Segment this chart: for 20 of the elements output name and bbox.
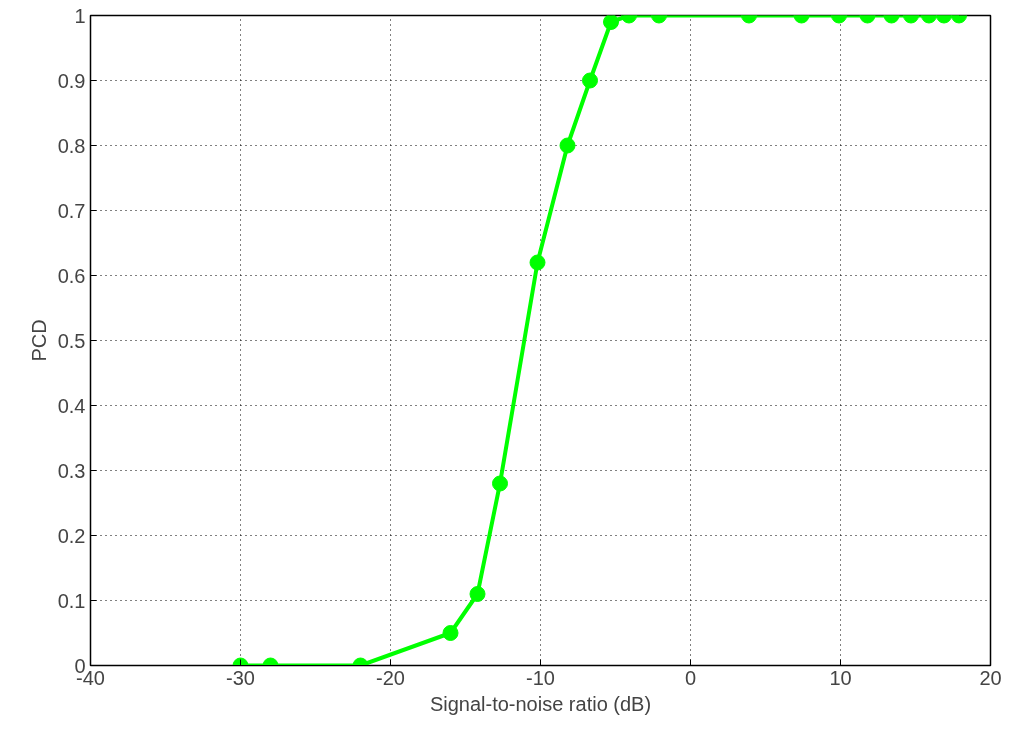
x-tick-label: -20: [376, 666, 405, 689]
x-tick-label: -30: [226, 666, 255, 689]
y-tick-label: 0.7: [57, 199, 86, 222]
y-axis-title: PCD: [27, 319, 50, 362]
point: [529, 254, 546, 271]
y-tick-label: 0.2: [57, 524, 86, 547]
y-tick-label: 0.6: [57, 264, 86, 287]
y-tick-label: 0.8: [57, 134, 86, 157]
y-tick-label: 0.5: [57, 329, 86, 352]
x-axis-title: Signal-to-noise ratio (dB): [429, 692, 652, 715]
x-tick-label: 20: [979, 666, 1002, 689]
point: [492, 475, 508, 492]
x-tick-label: 10: [829, 666, 852, 689]
y-tick-label: 0.3: [57, 459, 86, 482]
y-tick-label: 0.4: [57, 394, 86, 417]
x-tick-label: 0: [684, 666, 697, 689]
y-tick-label: 0.9: [57, 69, 86, 92]
y-tick-label: 0.1: [57, 589, 86, 612]
x-tick-label: -10: [526, 666, 555, 689]
y-tick-label: 1: [74, 4, 86, 27]
